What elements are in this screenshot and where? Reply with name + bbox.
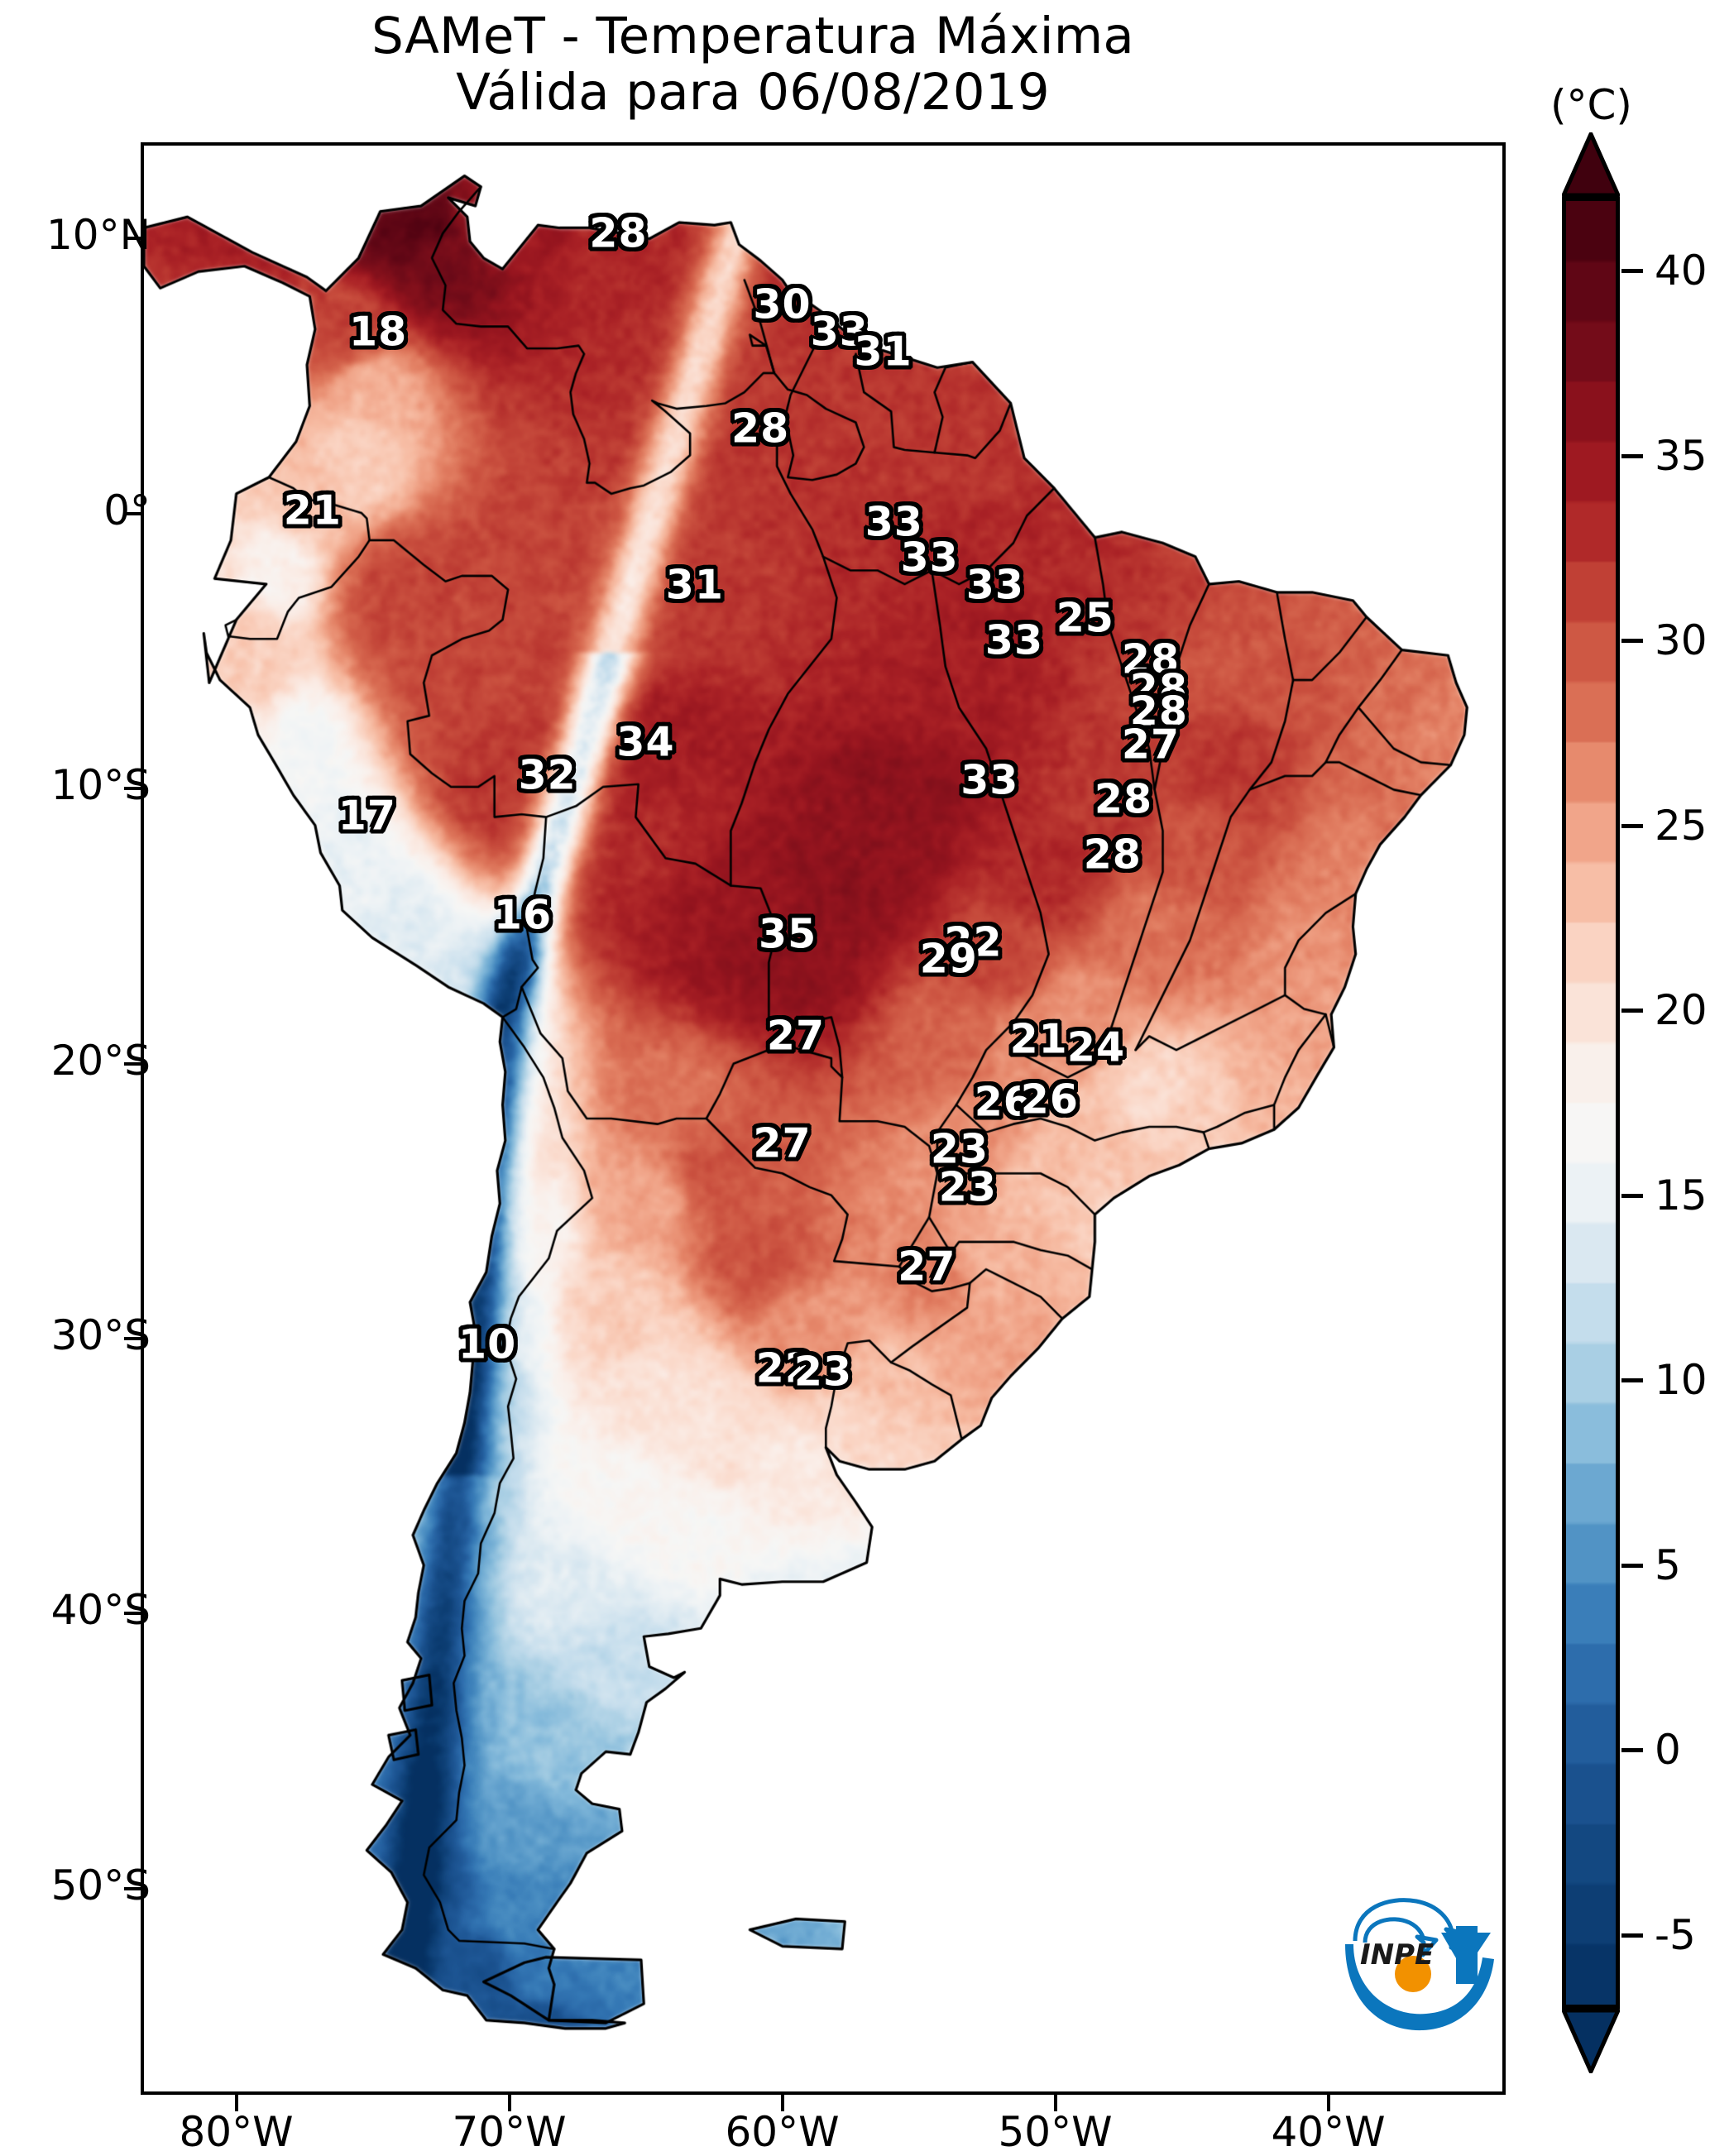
colorbar-tick-label: 15 xyxy=(1655,1171,1708,1219)
y-axis-tick-label: 20°S xyxy=(50,1036,151,1085)
inpe-wordmark: INPE xyxy=(1360,1938,1434,1972)
inpe-logo: INPE xyxy=(1345,1898,1494,2031)
colorbar-tick-label: 5 xyxy=(1655,1540,1681,1589)
colorbar-tickmark xyxy=(1621,1378,1643,1383)
colorbar-tickmark xyxy=(1621,1748,1643,1753)
colorbar-tickmark xyxy=(1621,1933,1643,1938)
y-axis-tickmark xyxy=(124,1612,141,1616)
y-axis-tickmark xyxy=(124,237,141,241)
colorbar-bottom-arrow xyxy=(1562,2009,1620,2073)
colorbar-gradient-body xyxy=(1562,197,1620,2009)
colorbar-tick-label: 30 xyxy=(1655,616,1708,665)
y-axis-tickmark xyxy=(124,1061,141,1066)
colorbar-tickmark xyxy=(1621,1563,1643,1568)
colorbar-tick-label: 0 xyxy=(1655,1726,1681,1775)
colorbar-tick-label: 10 xyxy=(1655,1356,1708,1405)
x-axis-tickmark xyxy=(507,2095,511,2111)
y-axis-tick-label: 30°S xyxy=(50,1310,151,1359)
y-axis-tick-label: 40°S xyxy=(50,1586,151,1635)
y-axis-tickmark xyxy=(124,511,141,515)
colorbar-tick-label: -5 xyxy=(1655,1910,1696,1959)
x-axis-tick-label: 50°W xyxy=(998,2108,1113,2156)
colorbar-tickmark xyxy=(1621,269,1643,274)
map-plot-area xyxy=(141,142,1506,2095)
colorbar-tickmark xyxy=(1621,1009,1643,1013)
colorbar-tickmark xyxy=(1621,1193,1643,1198)
colorbar-tickmark xyxy=(1621,453,1643,458)
x-axis-tick-label: 60°W xyxy=(725,2108,840,2156)
title-line-2: Válida para 06/08/2019 xyxy=(456,63,1050,122)
colorbar-tick-label: 25 xyxy=(1655,801,1708,850)
colorbar-unit-label: (°C) xyxy=(1550,81,1632,129)
colorbar-tickmark xyxy=(1621,639,1643,644)
colorbar-tick-label: 35 xyxy=(1655,431,1708,480)
x-axis-tickmark xyxy=(234,2095,238,2111)
y-axis-tickmark xyxy=(124,787,141,791)
x-axis-tick-label: 80°W xyxy=(179,2108,294,2156)
colorbar-tickmark xyxy=(1621,823,1643,828)
temperature-heatmap xyxy=(144,146,1502,2091)
colorbar: (°C) -5 0 5 10 15 20 25 30 35 40 xyxy=(1550,81,1710,2101)
x-axis-tickmark xyxy=(1326,2095,1330,2111)
y-axis-tick-label: 50°S xyxy=(50,1861,151,1909)
x-axis-tickmark xyxy=(780,2095,784,2111)
x-axis-tick-label: 40°W xyxy=(1271,2108,1386,2156)
colorbar-tick-label: 40 xyxy=(1655,247,1708,295)
chart-title: SAMeT - Temperatura Máxima Válida para 0… xyxy=(0,7,1506,122)
y-axis-tick-label: 0° xyxy=(103,486,151,534)
y-axis-tickmark xyxy=(124,1336,141,1340)
y-axis-tickmark xyxy=(124,1886,141,1890)
title-line-1: SAMeT - Temperatura Máxima xyxy=(371,7,1134,65)
y-axis-tick-label: 10°S xyxy=(50,761,151,810)
colorbar-top-arrow xyxy=(1562,132,1620,197)
x-axis-tickmark xyxy=(1053,2095,1057,2111)
x-axis-tick-label: 70°W xyxy=(452,2108,567,2156)
colorbar-tick-label: 20 xyxy=(1655,986,1708,1035)
y-axis-tick-label: 10°N xyxy=(46,211,151,260)
